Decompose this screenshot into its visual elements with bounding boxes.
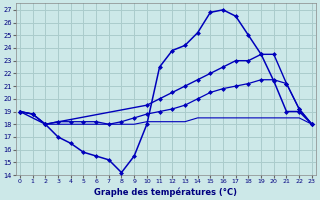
X-axis label: Graphe des températures (°C): Graphe des températures (°C)	[94, 187, 237, 197]
